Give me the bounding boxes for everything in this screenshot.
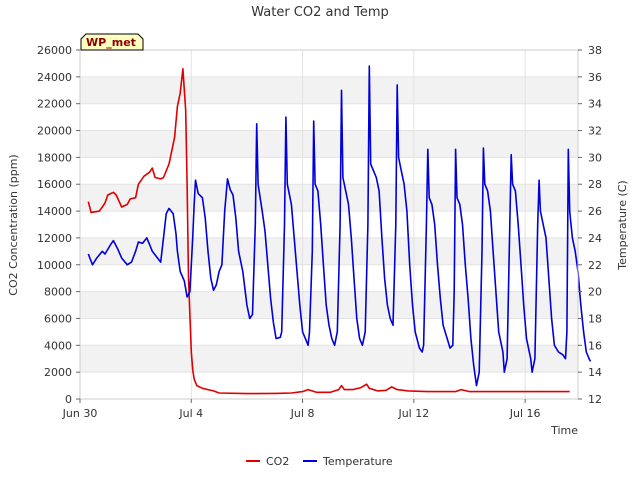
left-axis-tick-label: 2000 xyxy=(44,366,72,379)
left-axis-tick-label: 12000 xyxy=(37,232,72,245)
x-axis-tick-label: Jul 8 xyxy=(290,407,315,420)
left-axis-tick-label: 26000 xyxy=(37,44,72,57)
left-axis-tick-label: 8000 xyxy=(44,286,72,299)
left-axis-tick-label: 24000 xyxy=(37,71,72,84)
background-bands xyxy=(80,76,578,373)
right-axis-tick-label: 24 xyxy=(588,232,602,245)
left-axis-tick-label: 6000 xyxy=(44,312,72,325)
right-axis-tick-label: 26 xyxy=(588,205,602,218)
right-axis-tick-label: 34 xyxy=(588,98,602,111)
left-axis-tick-label: 16000 xyxy=(37,178,72,191)
background-band xyxy=(80,76,578,104)
background-band xyxy=(80,130,578,158)
right-axis-tick-label: 18 xyxy=(588,312,602,325)
legend: CO2 Temperature xyxy=(246,455,393,468)
site-badge-label: WP_met xyxy=(86,36,136,49)
y-axis-label-left: CO2 Concentration (ppm) xyxy=(7,154,20,295)
right-axis-tick-label: 20 xyxy=(588,286,602,299)
background-band xyxy=(80,184,578,212)
legend-label-temperature: Temperature xyxy=(322,455,393,468)
right-axis-tick-label: 22 xyxy=(588,259,602,272)
left-axis-tick-label: 18000 xyxy=(37,151,72,164)
chart-title: Water CO2 and Temp xyxy=(251,5,389,20)
series-layer xyxy=(87,65,592,395)
legend-label-co2: CO2 xyxy=(266,455,289,468)
right-axis-tick-label: 12 xyxy=(588,393,602,406)
x-axis-tick-label: Jul 4 xyxy=(178,407,203,420)
left-axis-tick-label: 14000 xyxy=(37,205,72,218)
x-axis-tick-label: Jul 16 xyxy=(509,407,541,420)
right-axis-tick-label: 16 xyxy=(588,339,602,352)
right-axis-tick-label: 30 xyxy=(588,151,602,164)
right-axis-tick-label: 32 xyxy=(588,125,602,138)
left-axis-tick-label: 22000 xyxy=(37,98,72,111)
series-line-co2 xyxy=(87,68,570,395)
plot-frame xyxy=(79,49,579,400)
x-axis: Jun 30 Jul 4 Jul 8 Jul 12 Jul 16 xyxy=(62,399,541,420)
right-axis-tick-label: 28 xyxy=(588,178,602,191)
x-axis-tick-label: Jun 30 xyxy=(62,407,98,420)
background-band xyxy=(80,345,578,373)
site-badge-box xyxy=(80,33,144,51)
left-axis: 0 2000 4000 6000 8000 10000 12000 14000 16000 180… xyxy=(37,44,80,406)
right-axis-tick-label: 36 xyxy=(588,71,602,84)
background-band xyxy=(80,291,578,319)
left-axis-tick-label: 0 xyxy=(65,393,72,406)
x-axis-label: Time xyxy=(550,424,578,437)
site-badge: WP_met xyxy=(80,33,144,51)
y-axis-label-right: Temperature (C) xyxy=(616,180,629,270)
right-axis-tick-label: 14 xyxy=(588,366,602,379)
left-axis-tick-label: 4000 xyxy=(44,339,72,352)
x-axis-tick-label: Jul 12 xyxy=(397,407,429,420)
left-axis-tick-label: 20000 xyxy=(37,125,72,138)
right-axis: 12 14 16 18 20 22 24 26 28 30 32 34 36 38 xyxy=(578,44,602,406)
left-axis-tick-label: 10000 xyxy=(37,259,72,272)
right-axis-tick-label: 38 xyxy=(588,44,602,57)
background-band xyxy=(80,237,578,265)
series-line-temperature xyxy=(87,65,592,387)
